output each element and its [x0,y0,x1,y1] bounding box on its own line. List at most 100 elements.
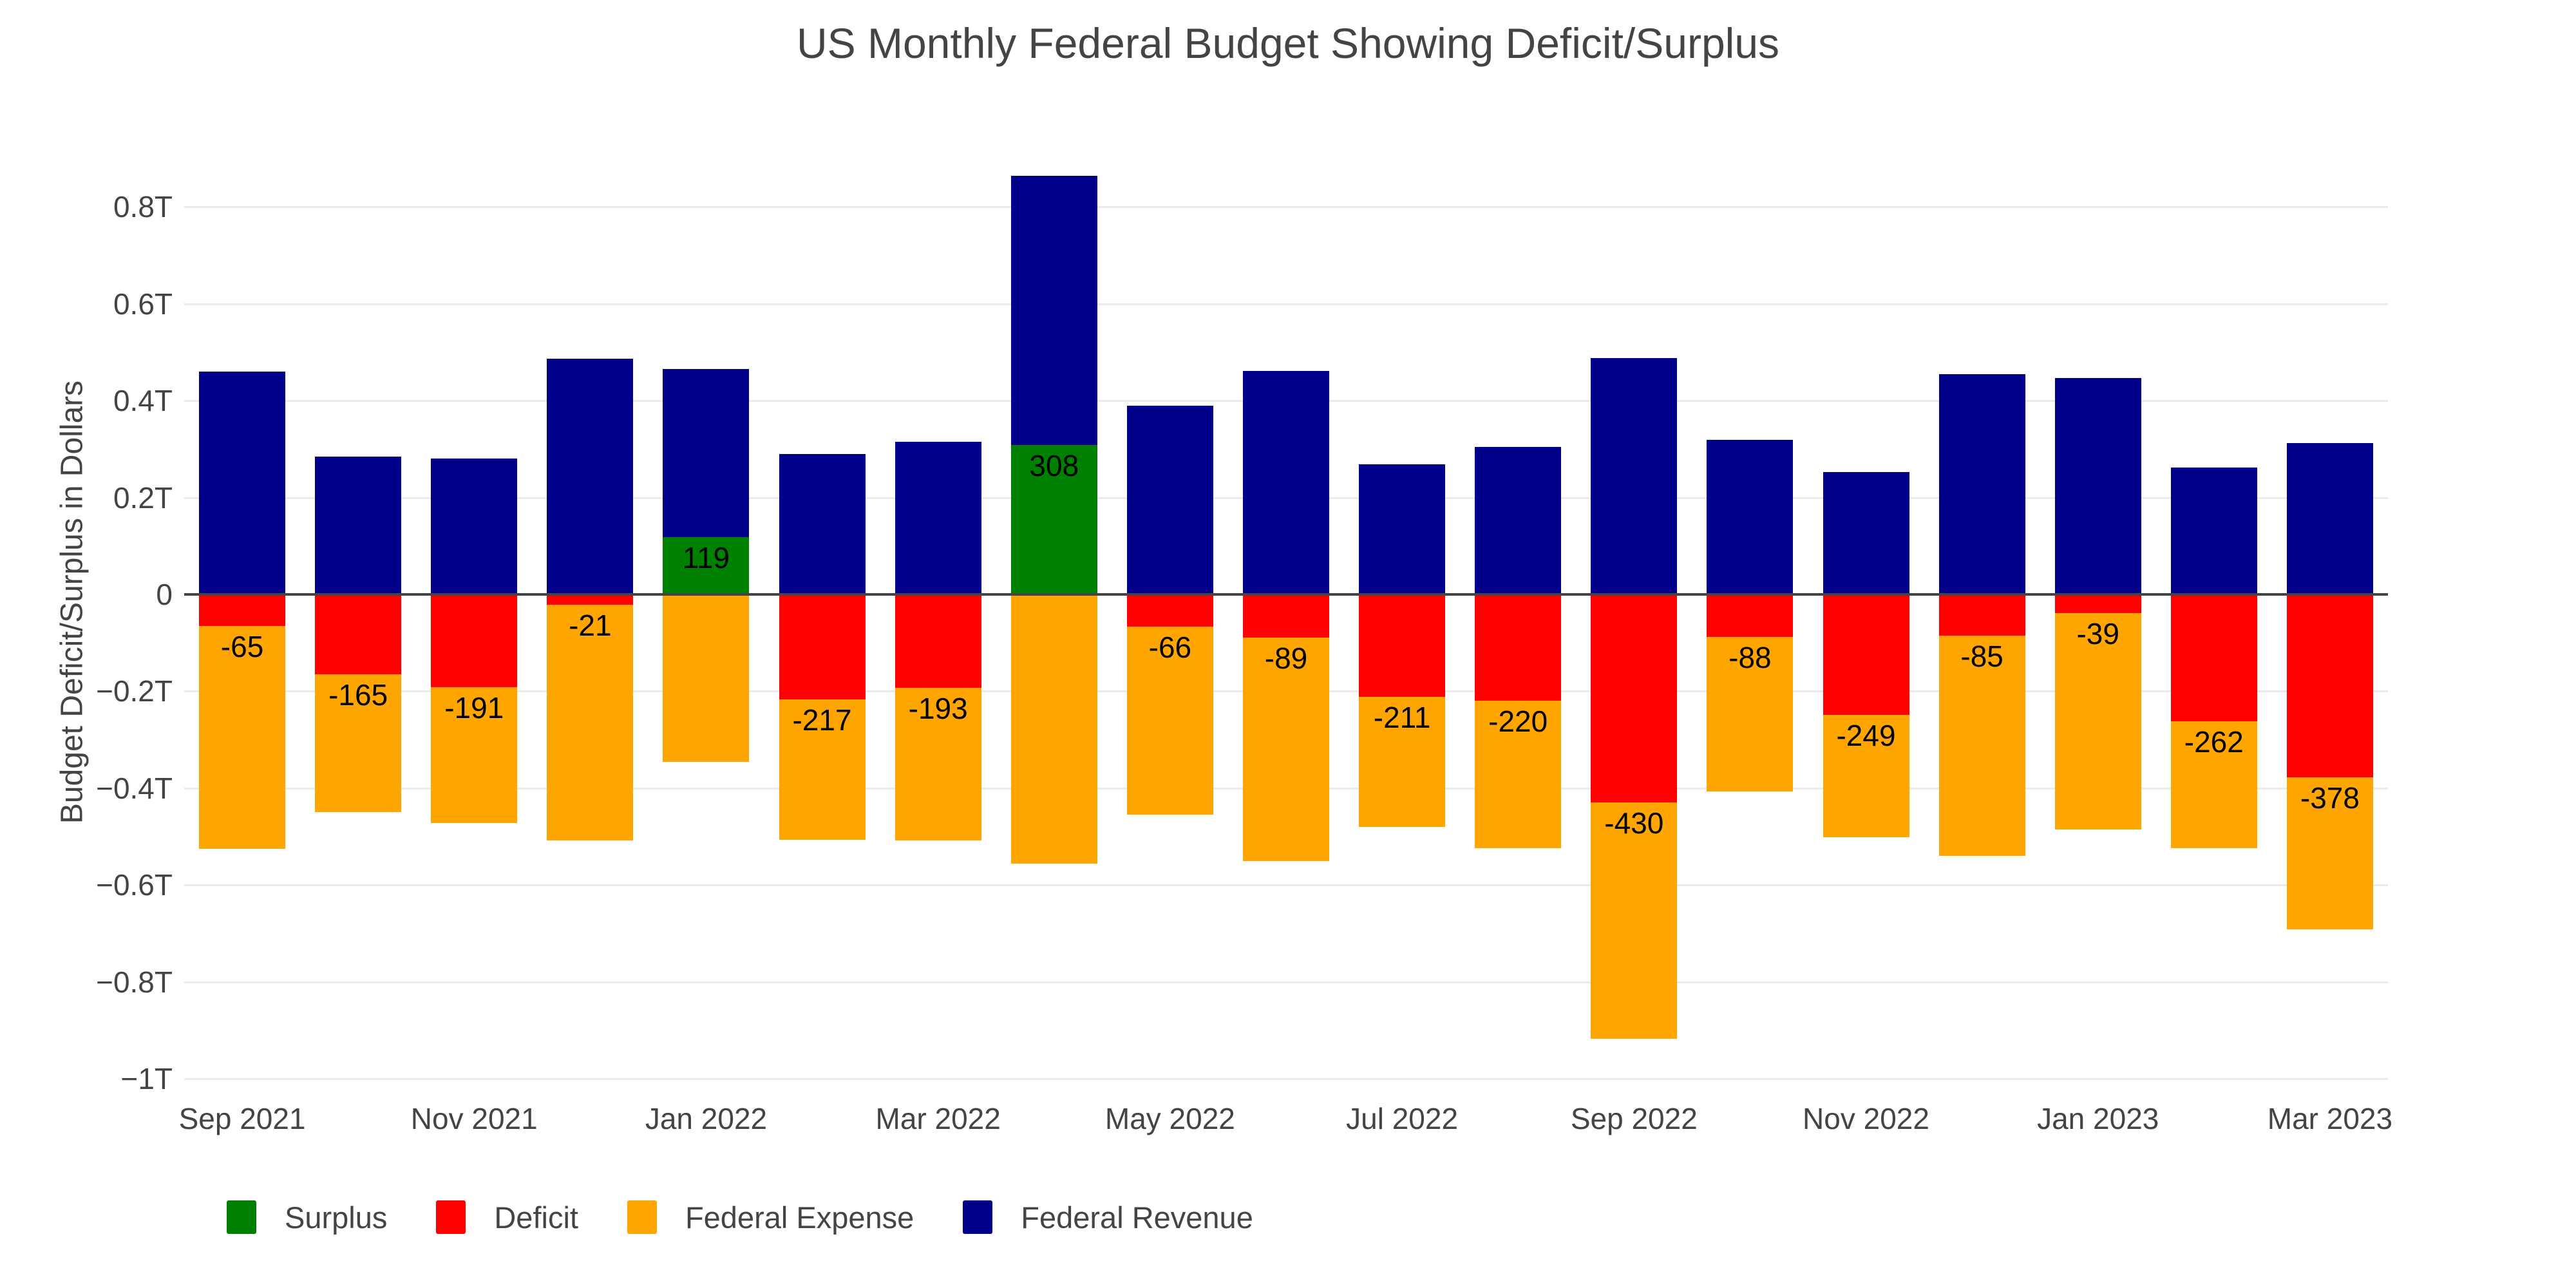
bar-segment-federal-expense[interactable] [1591,802,1678,1039]
bar-segment-deficit[interactable] [1475,594,1562,701]
bar-value-label: -39 [2076,617,2119,651]
bar-segment-federal-revenue[interactable] [1823,472,1909,594]
bar-segment-federal-revenue[interactable] [199,372,286,594]
bar-value-label: -262 [2184,725,2244,759]
x-tick-label: Jul 2022 [1346,1102,1459,1135]
bar-segment-federal-revenue[interactable] [779,453,866,594]
bar-segment-federal-expense[interactable] [315,674,402,812]
y-tick-label: −0.4T [96,771,173,805]
y-tick-label: 0.4T [113,384,173,418]
bar-value-label: -88 [1728,641,1772,675]
bar-segment-federal-revenue[interactable] [1475,447,1562,594]
bar-value-label: 308 [1029,449,1079,483]
bar-segment-federal-revenue[interactable] [895,442,981,594]
bar-segment-federal-expense[interactable] [2054,613,2141,830]
bar-value-label: -21 [569,608,612,642]
bar-segment-federal-revenue[interactable] [431,458,518,594]
bar-value-label: -217 [792,703,852,737]
bar-segment-federal-expense[interactable] [1243,637,1329,861]
bar-segment-deficit[interactable] [1591,594,1678,803]
bar-segment-federal-expense[interactable] [663,594,750,762]
bar-segment-federal-expense[interactable] [1126,626,1213,815]
y-tick-label: 0 [156,578,173,611]
bar-segment-deficit[interactable] [2170,594,2257,722]
bar-segment-federal-revenue[interactable] [1243,371,1329,594]
legend-item-federal-expense[interactable]: Federal Expense [627,1200,914,1234]
bar-segment-federal-expense[interactable] [2286,777,2373,929]
bar-segment-federal-revenue[interactable] [547,358,634,594]
bar-segment-federal-revenue[interactable] [1010,176,1097,446]
bar-segment-federal-expense[interactable] [1938,635,2025,857]
bar-segment-deficit[interactable] [1359,594,1446,697]
bar-segment-deficit[interactable] [199,594,286,626]
bar-segment-federal-revenue[interactable] [1126,406,1213,594]
bar-segment-federal-expense[interactable] [1823,715,1909,837]
bar-value-label: -220 [1488,705,1548,739]
bar-value-label: -65 [220,629,264,663]
legend-swatch-icon [627,1200,657,1234]
bar-segment-federal-expense[interactable] [1359,696,1446,827]
y-tick-label: −0.8T [96,965,173,999]
y-tick-label: 0.6T [113,287,173,321]
bar-segment-deficit[interactable] [2054,594,2141,614]
x-tick-label: Jan 2023 [2037,1102,2159,1135]
gridline [184,206,2388,209]
gridline [184,1078,2388,1080]
legend-label: Federal Expense [685,1200,914,1235]
legend-item-surplus[interactable]: Surplus [227,1200,387,1234]
bar-segment-federal-revenue[interactable] [315,457,402,594]
bar-segment-deficit[interactable] [315,594,402,675]
bar-value-label: -66 [1148,630,1192,664]
bar-segment-deficit[interactable] [1126,594,1213,627]
legend-item-federal-revenue[interactable]: Federal Revenue [963,1200,1253,1234]
bar-segment-federal-expense[interactable] [895,688,981,840]
bar-segment-deficit[interactable] [1243,594,1329,638]
bar-segment-federal-revenue[interactable] [663,369,750,537]
x-tick-label: Sep 2021 [178,1102,306,1135]
bar-segment-surplus[interactable] [663,536,750,594]
bar-segment-federal-expense[interactable] [1010,594,1097,864]
bar-segment-federal-revenue[interactable] [2170,467,2257,594]
y-tick-label: −0.2T [96,674,173,708]
legend-label: Deficit [494,1200,578,1235]
bar-segment-deficit[interactable] [547,594,634,605]
bar-segment-deficit[interactable] [1707,594,1794,638]
y-tick-label: −1T [120,1062,173,1095]
bar-segment-deficit[interactable] [1938,594,2025,636]
bar-segment-federal-expense[interactable] [547,604,634,840]
x-tick-label: Jan 2022 [645,1102,768,1135]
bar-value-label: -430 [1604,806,1664,840]
x-tick-label: May 2022 [1104,1102,1235,1135]
bar-segment-federal-expense[interactable] [199,625,286,849]
legend: Surplus Deficit Federal Expense Federal Rev… [227,1200,1253,1234]
legend-item-deficit[interactable]: Deficit [436,1200,578,1234]
gridline [184,884,2388,887]
bar-segment-federal-revenue[interactable] [1938,374,2025,594]
legend-swatch-icon [227,1200,256,1234]
bar-segment-deficit[interactable] [2286,594,2373,778]
bar-segment-deficit[interactable] [895,594,981,688]
bar-segment-surplus[interactable] [1010,445,1097,594]
bar-segment-federal-revenue[interactable] [2286,442,2373,594]
bar-value-label: -211 [1373,700,1431,734]
legend-label: Federal Revenue [1021,1200,1253,1235]
bar-segment-federal-revenue[interactable] [1591,358,1678,594]
gridline [184,981,2388,983]
gridline [184,303,2388,305]
bar-segment-federal-expense[interactable] [1475,701,1562,849]
y-tick-label: −0.6T [96,868,173,902]
bar-segment-federal-revenue[interactable] [1359,464,1446,594]
bar-segment-federal-expense[interactable] [779,699,866,840]
bar-segment-deficit[interactable] [779,594,866,700]
bar-segment-deficit[interactable] [1823,594,1909,715]
bar-segment-deficit[interactable] [431,594,518,687]
bar-segment-federal-expense[interactable] [2170,721,2257,849]
bar-value-label: -378 [2300,781,2360,815]
bar-segment-federal-expense[interactable] [431,687,518,823]
legend-swatch-icon [436,1200,466,1234]
bar-segment-federal-expense[interactable] [1707,637,1794,792]
bar-value-label: -89 [1264,641,1308,675]
bar-segment-federal-revenue[interactable] [2054,377,2141,594]
bar-segment-federal-revenue[interactable] [1707,440,1794,594]
